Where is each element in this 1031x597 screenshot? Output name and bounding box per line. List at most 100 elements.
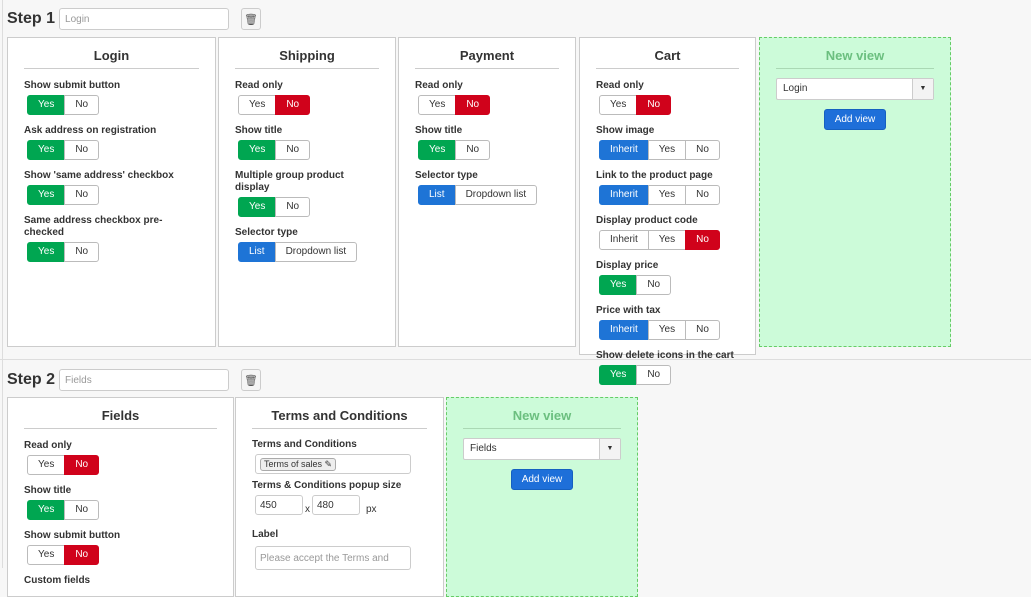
option-yes[interactable]: Yes <box>418 95 457 115</box>
option-no[interactable]: No <box>685 185 720 205</box>
option-yes[interactable]: Yes <box>647 230 687 250</box>
setting-field: Read only Yes No <box>24 440 217 475</box>
view-select[interactable]: Login ▼ <box>776 78 934 100</box>
option-yes[interactable]: Yes <box>418 140 457 160</box>
caret-down-icon: ▼ <box>912 79 933 99</box>
popup-height-input[interactable]: 480 <box>312 495 360 515</box>
step-name-input[interactable] <box>59 369 230 391</box>
option-yes[interactable]: Yes <box>27 140 66 160</box>
toggle-group[interactable]: Yes No <box>27 95 100 115</box>
option-yes[interactable]: Yes <box>27 185 66 205</box>
option-no[interactable]: No <box>64 140 100 160</box>
option-yes[interactable]: Yes <box>647 140 687 160</box>
option-no[interactable]: No <box>685 140 720 160</box>
toggle-group[interactable]: List Dropdown list <box>238 242 358 262</box>
settings-panel-shipping: Shipping Read only Yes No Show title Yes No Mul… <box>218 37 396 347</box>
option-no[interactable]: No <box>455 140 491 160</box>
toggle-group[interactable]: Yes No <box>27 140 100 160</box>
add-view-button[interactable]: Add view <box>823 109 887 130</box>
option-no[interactable]: No <box>275 197 311 217</box>
setting-field: Display price Yes No <box>596 260 739 295</box>
new-view-panel: New view Fields ▼ Add view <box>446 397 638 597</box>
option-yes[interactable]: Yes <box>27 545 66 565</box>
option-dropdown-list[interactable]: Dropdown list <box>454 185 538 205</box>
option-yes[interactable]: Yes <box>647 320 687 340</box>
terms-select[interactable]: Terms of sales ✎ <box>255 454 411 474</box>
option-yes[interactable]: Yes <box>238 197 277 217</box>
option-no[interactable]: No <box>455 95 491 115</box>
field-label: Show image <box>596 125 655 136</box>
toggle-group[interactable]: Yes No <box>27 500 100 520</box>
option-list[interactable]: List <box>418 185 456 205</box>
toggle-group[interactable]: Yes No <box>599 95 672 115</box>
tag-label: Terms of sales <box>264 458 323 469</box>
select-value: Fields <box>470 443 497 454</box>
option-yes[interactable]: Yes <box>647 185 687 205</box>
option-yes[interactable]: Yes <box>599 275 638 295</box>
label-textarea[interactable]: Please accept the Terms and <box>255 546 411 570</box>
view-select[interactable]: Fields ▼ <box>463 438 621 460</box>
pencil-icon[interactable]: ✎ <box>324 458 333 469</box>
field-label: Show submit button <box>24 80 121 91</box>
field-label: Selector type <box>235 227 298 238</box>
trash-icon[interactable]: 🗑 <box>241 369 262 391</box>
toggle-group[interactable]: Yes No <box>238 140 311 160</box>
toggle-group[interactable]: Yes No <box>599 365 672 385</box>
option-inherit[interactable]: Inherit <box>599 320 649 340</box>
toggle-group[interactable]: Inherit Yes No <box>599 185 720 205</box>
setting-field: Link to the product page Inherit Yes No <box>596 170 739 205</box>
option-list[interactable]: List <box>238 242 276 262</box>
toggle-group[interactable]: Inherit Yes No <box>599 230 720 250</box>
step-name-input[interactable] <box>59 8 230 30</box>
option-dropdown-list[interactable]: Dropdown list <box>274 242 358 262</box>
toggle-group[interactable]: Yes No <box>599 275 672 295</box>
panel-title: Login <box>24 48 199 69</box>
option-no[interactable]: No <box>64 185 100 205</box>
trash-icon[interactable]: 🗑 <box>241 8 262 30</box>
option-no[interactable]: No <box>64 545 100 565</box>
add-view-button[interactable]: Add view <box>510 469 574 490</box>
field-label: Read only <box>235 80 283 91</box>
terms-tag[interactable]: Terms of sales ✎ <box>260 457 337 471</box>
option-no[interactable]: No <box>636 275 672 295</box>
option-no[interactable]: No <box>275 140 311 160</box>
toggle-group[interactable]: Yes No <box>418 140 491 160</box>
toggle-group[interactable]: Inherit Yes No <box>599 320 720 340</box>
option-no[interactable]: No <box>685 230 720 250</box>
toggle-group[interactable]: Yes No <box>238 95 311 115</box>
setting-field: Show submit button Yes No <box>24 530 217 565</box>
option-inherit[interactable]: Inherit <box>599 230 649 250</box>
option-yes[interactable]: Yes <box>238 140 277 160</box>
option-yes[interactable]: Yes <box>238 95 277 115</box>
option-yes[interactable]: Yes <box>599 365 638 385</box>
option-no[interactable]: No <box>64 455 100 475</box>
option-no[interactable]: No <box>636 365 672 385</box>
option-no[interactable]: No <box>64 500 100 520</box>
option-inherit[interactable]: Inherit <box>599 140 649 160</box>
option-no[interactable]: No <box>64 242 100 262</box>
option-no[interactable]: No <box>685 320 720 340</box>
option-no[interactable]: No <box>64 95 100 115</box>
toggle-group[interactable]: Yes No <box>238 197 311 217</box>
setting-field: Show delete icons in the cart Yes No <box>596 350 739 385</box>
option-no[interactable]: No <box>636 95 672 115</box>
toggle-group[interactable]: Inherit Yes No <box>599 140 720 160</box>
setting-field: Show submit button Yes No <box>24 80 199 115</box>
option-yes[interactable]: Yes <box>27 242 66 262</box>
caret-down-icon: ▼ <box>599 439 620 459</box>
option-yes[interactable]: Yes <box>27 95 66 115</box>
toggle-group[interactable]: Yes No <box>27 185 100 205</box>
toggle-group[interactable]: Yes No <box>27 545 100 565</box>
toggle-group[interactable]: Yes No <box>27 242 100 262</box>
field-label: Price with tax <box>596 305 661 316</box>
option-yes[interactable]: Yes <box>27 500 66 520</box>
option-inherit[interactable]: Inherit <box>599 185 649 205</box>
toggle-group[interactable]: Yes No <box>418 95 491 115</box>
option-no[interactable]: No <box>275 95 311 115</box>
toggle-group[interactable]: Yes No <box>27 455 100 475</box>
select-value: Login <box>783 83 808 94</box>
option-yes[interactable]: Yes <box>27 455 66 475</box>
option-yes[interactable]: Yes <box>599 95 638 115</box>
popup-width-input[interactable]: 450 <box>255 495 303 515</box>
toggle-group[interactable]: List Dropdown list <box>418 185 538 205</box>
